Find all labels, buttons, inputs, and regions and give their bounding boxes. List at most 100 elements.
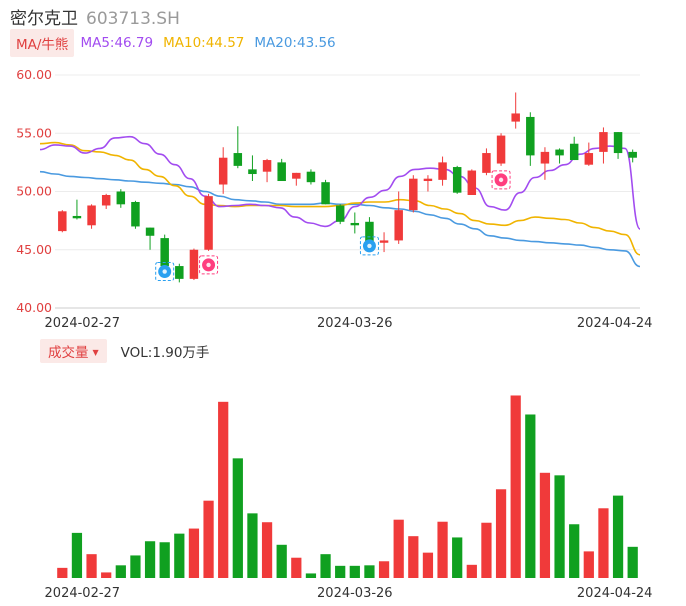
- candle: [584, 142, 594, 166]
- candle: [526, 112, 535, 166]
- candle-body: [409, 178, 418, 211]
- bear-marker-icon[interactable]: [155, 262, 175, 282]
- candle-body: [526, 116, 535, 156]
- volume-value: VOL:1.90万手: [120, 345, 210, 361]
- price-grid: [55, 74, 640, 309]
- candle-body: [438, 162, 447, 180]
- x-tick-label: 2024-03-26: [317, 586, 393, 601]
- volume-bar: [466, 564, 477, 578]
- candle: [394, 191, 403, 244]
- candle-body: [321, 182, 330, 205]
- candle-body: [467, 170, 477, 195]
- candle: [175, 263, 184, 283]
- candle-body: [58, 211, 67, 232]
- volume-bar: [393, 519, 404, 578]
- candle: [628, 149, 637, 163]
- candle: [87, 204, 96, 229]
- volume-bar: [569, 524, 580, 578]
- bull-bear-markers: [155, 170, 511, 282]
- candle-body: [189, 249, 199, 279]
- moving-average-lines: [39, 135, 641, 268]
- ma20-label: MA20:43.56: [254, 35, 336, 51]
- candle-body: [175, 266, 184, 279]
- volume-bar: [554, 475, 565, 578]
- candle: [423, 175, 433, 192]
- volume-bar: [612, 495, 624, 578]
- price-x-axis: 2024-02-27 2024-03-26 2024-04-24: [45, 316, 653, 331]
- marker-frame: [155, 262, 175, 282]
- stock-code: 603713.SH: [86, 9, 180, 29]
- candle-body: [540, 151, 550, 164]
- stock-title: 密尔克卫 603713.SH: [10, 4, 180, 29]
- volume-bar: [437, 521, 448, 578]
- candle: [116, 189, 126, 208]
- candle: [233, 126, 243, 169]
- candle-body: [292, 172, 301, 179]
- ma10-line: [39, 141, 641, 256]
- candle: [335, 204, 345, 225]
- candle: [58, 210, 67, 233]
- candle: [145, 227, 155, 250]
- candle-body: [218, 157, 228, 185]
- volume-bar: [510, 395, 521, 578]
- volume-bar: [218, 401, 229, 578]
- bear-marker-icon[interactable]: [359, 236, 379, 256]
- volume-bar: [86, 554, 97, 578]
- candle-body: [87, 205, 96, 226]
- candle-body: [482, 153, 491, 173]
- candle: [482, 148, 491, 176]
- indicator-tag-ma[interactable]: MA/牛熊: [10, 29, 75, 57]
- x-tick-label: 2024-02-27: [45, 586, 121, 601]
- candle-body: [350, 222, 360, 226]
- ma20-line: [39, 170, 641, 268]
- volume-legend: 成交量 ▼ VOL:1.90万手: [40, 339, 210, 363]
- candle-body: [72, 215, 82, 219]
- candle-body: [116, 191, 126, 205]
- candle-body: [145, 227, 155, 236]
- candle-body: [496, 135, 506, 164]
- volume-bar: [144, 541, 156, 578]
- candle: [306, 169, 316, 185]
- volume-bar: [130, 555, 141, 578]
- candle: [160, 234, 169, 270]
- x-tick-label: 2024-04-24: [577, 586, 653, 601]
- volume-bar: [159, 542, 170, 578]
- volume-x-axis: 2024-02-27 2024-03-26 2024-04-24: [45, 586, 653, 601]
- volume-tag-label: 成交量: [48, 345, 89, 361]
- candle-body: [613, 132, 623, 154]
- volume-bar: [276, 544, 287, 578]
- candle-body: [365, 221, 374, 242]
- price-y-axis: 60.00 55.00 50.00 45.00 40.00: [16, 67, 52, 315]
- candle-body: [423, 178, 433, 182]
- volume-bar: [335, 565, 346, 578]
- volume-bar: [203, 500, 214, 578]
- candle: [379, 232, 389, 253]
- volume-bar: [232, 458, 243, 578]
- candle: [277, 158, 286, 182]
- volume-bar: [71, 532, 83, 578]
- candle-body: [204, 196, 213, 250]
- y-tick-label: 55.00: [16, 125, 52, 140]
- volume-bar: [364, 565, 375, 578]
- marker-frame: [491, 170, 511, 190]
- candle: [540, 147, 550, 180]
- candle-body: [584, 153, 594, 165]
- bull-marker-icon[interactable]: [199, 255, 219, 275]
- candle: [438, 156, 447, 186]
- candle: [292, 172, 301, 186]
- candle-body: [101, 194, 111, 206]
- candle: [452, 165, 462, 194]
- marker-core: [498, 177, 504, 183]
- candle-body: [233, 153, 243, 166]
- volume-bar: [452, 537, 463, 578]
- volume-bar: [115, 565, 126, 578]
- candle: [511, 92, 520, 129]
- candle: [321, 179, 330, 205]
- indicator-tag-volume[interactable]: 成交量 ▼: [40, 339, 107, 363]
- y-tick-label: 45.00: [16, 242, 52, 257]
- volume-bar: [261, 522, 273, 578]
- bull-marker-icon[interactable]: [491, 170, 511, 190]
- volume-bar: [101, 572, 112, 578]
- ma5-label: MA5:46.79: [80, 35, 154, 51]
